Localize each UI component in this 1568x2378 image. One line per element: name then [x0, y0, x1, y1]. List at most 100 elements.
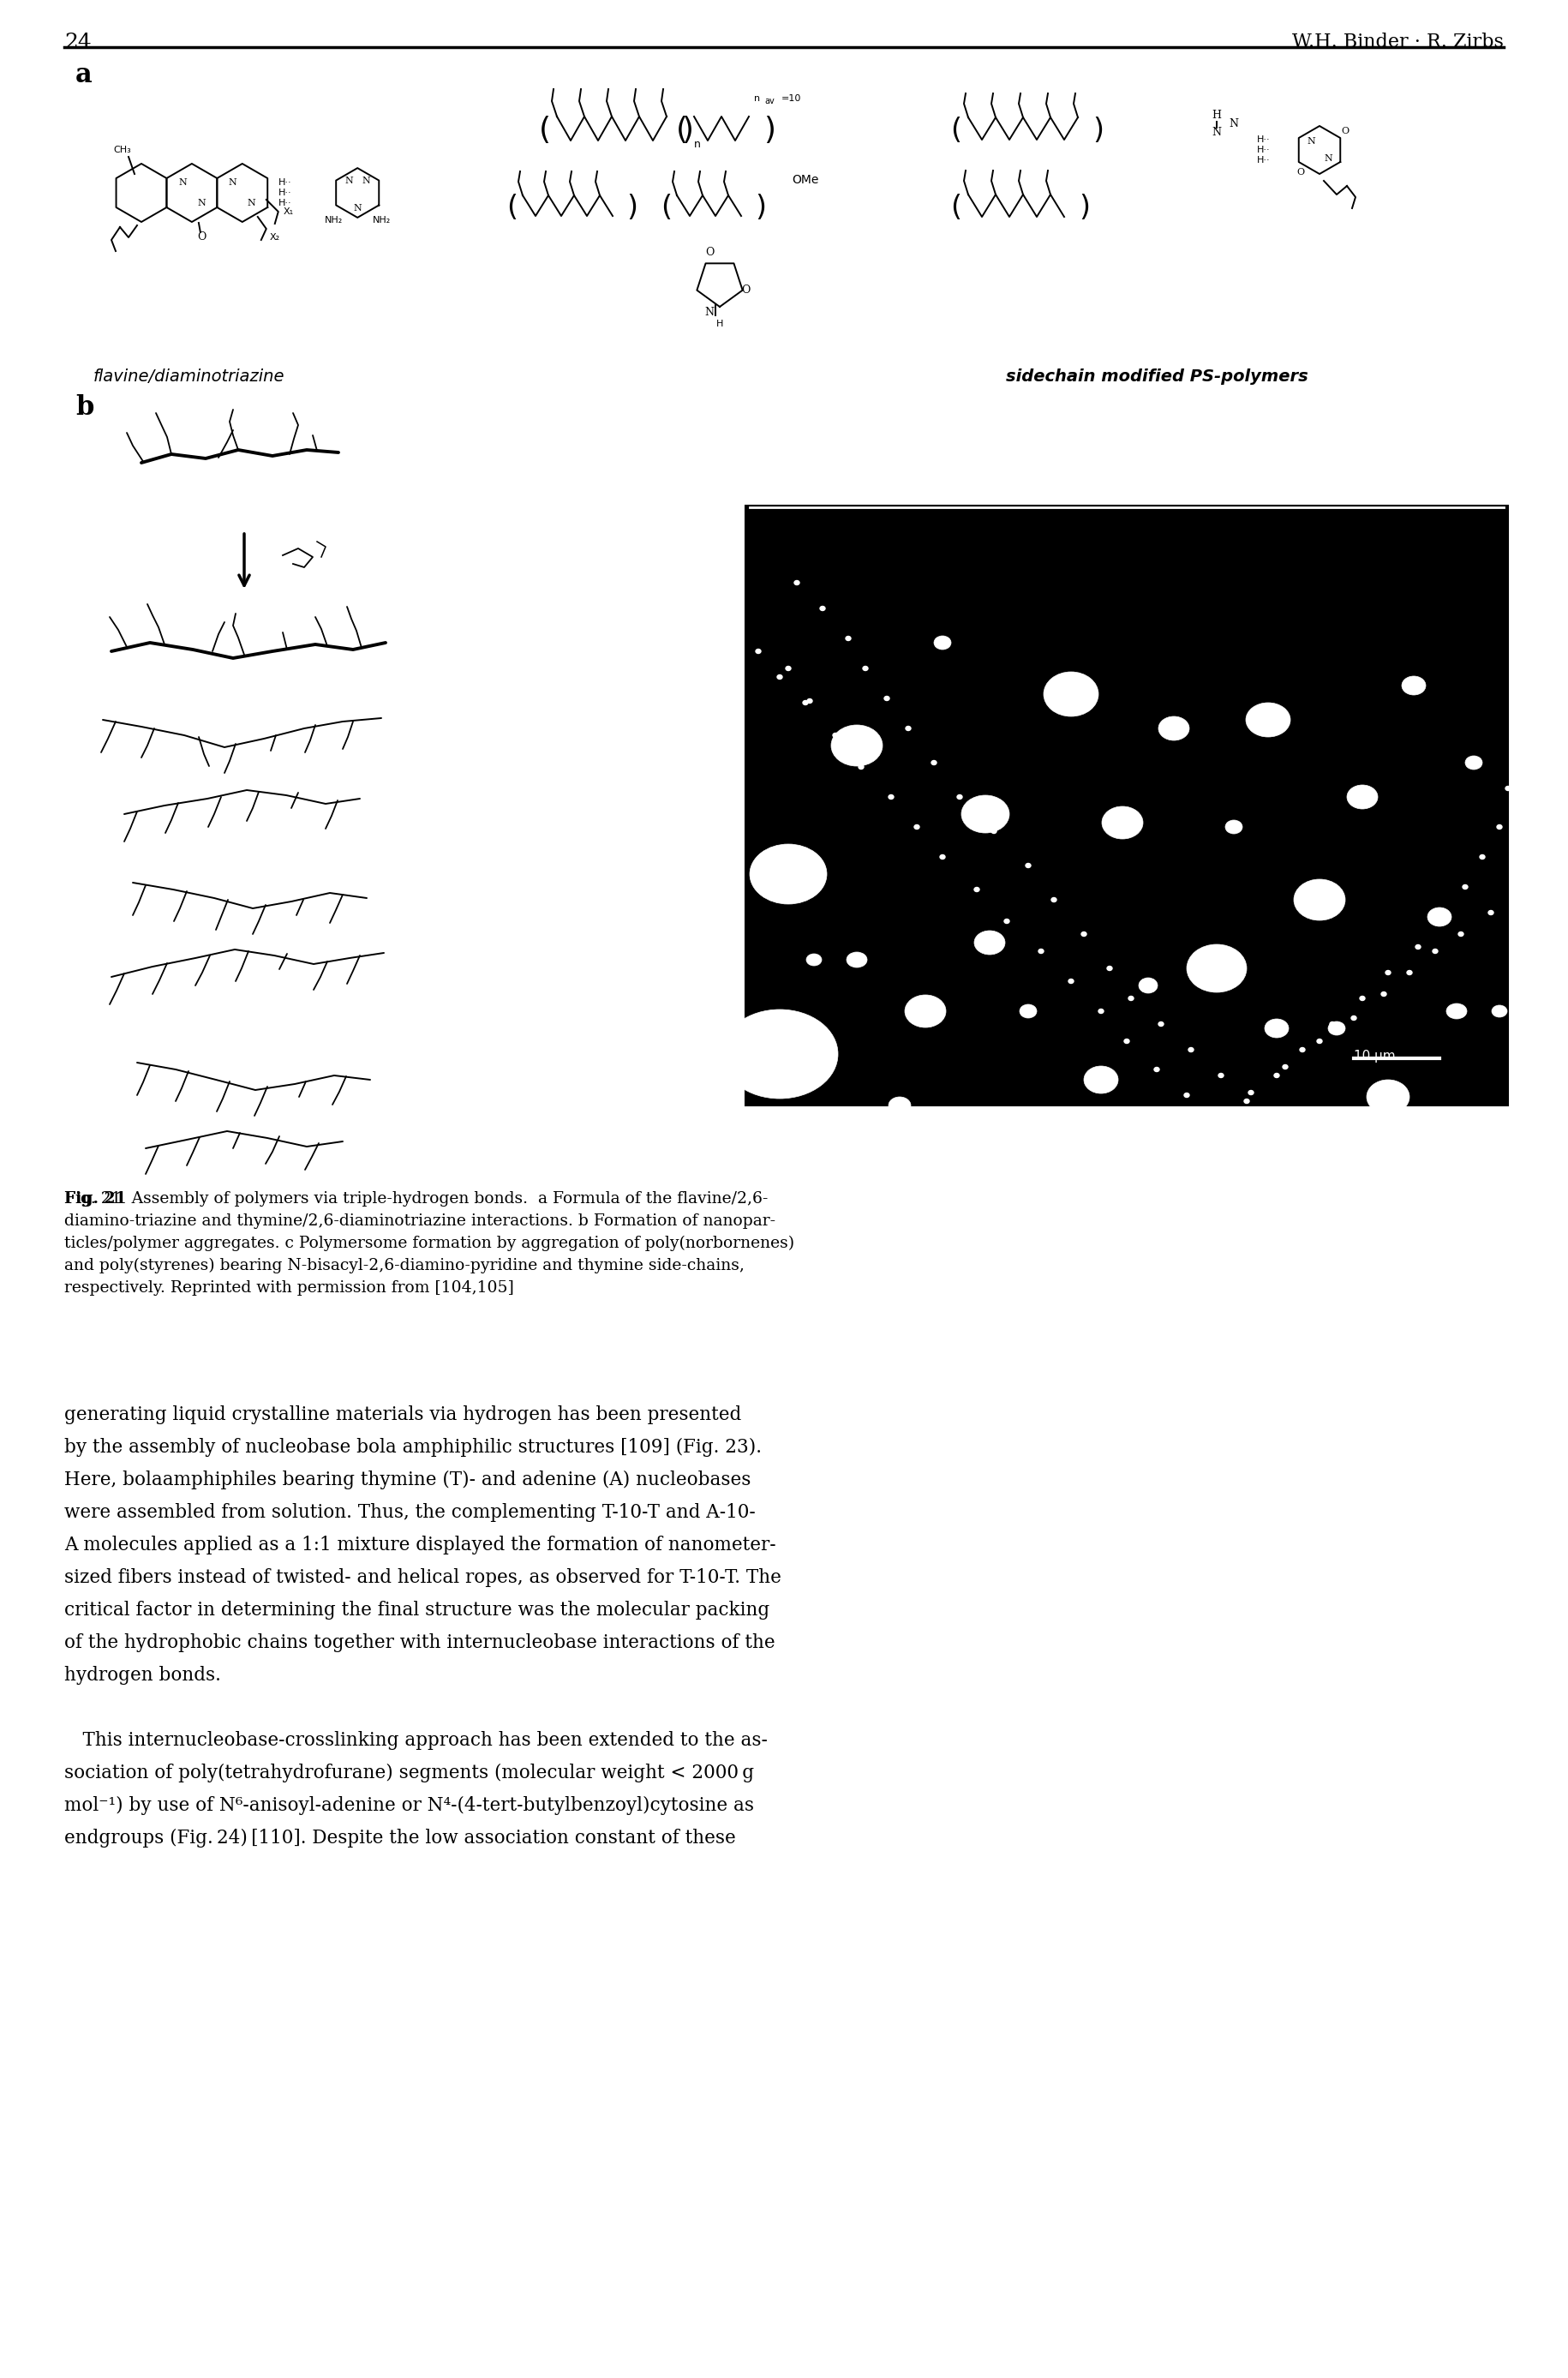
Text: H··: H·· — [278, 178, 292, 188]
Text: A molecules applied as a 1:1 mixture displayed the formation of nanometer-: A molecules applied as a 1:1 mixture dis… — [64, 1536, 776, 1555]
Ellipse shape — [803, 702, 808, 704]
Ellipse shape — [721, 1011, 837, 1099]
Ellipse shape — [1218, 1072, 1223, 1077]
Ellipse shape — [1025, 863, 1030, 868]
Ellipse shape — [1138, 977, 1157, 994]
Ellipse shape — [1402, 675, 1425, 694]
Text: O: O — [1297, 169, 1305, 176]
Ellipse shape — [1184, 1094, 1189, 1096]
Text: N: N — [704, 307, 713, 319]
Text: OMe: OMe — [792, 174, 818, 185]
Ellipse shape — [1505, 787, 1510, 789]
Ellipse shape — [845, 637, 851, 640]
Text: ): ) — [764, 117, 776, 145]
Text: N: N — [1323, 155, 1333, 162]
Ellipse shape — [931, 761, 936, 766]
Text: N: N — [362, 176, 370, 185]
Text: n: n — [754, 95, 760, 102]
Text: This internucleobase-crosslinking approach has been extended to the as-: This internucleobase-crosslinking approa… — [64, 1731, 768, 1750]
Ellipse shape — [862, 666, 869, 671]
Text: endgroups (Fig. 24) [110]. Despite the low association constant of these: endgroups (Fig. 24) [110]. Despite the l… — [64, 1829, 735, 1848]
Ellipse shape — [1265, 1018, 1289, 1037]
Text: hydrogen bonds.: hydrogen bonds. — [64, 1667, 221, 1684]
Ellipse shape — [956, 794, 963, 799]
Text: a: a — [75, 62, 93, 88]
Ellipse shape — [1367, 1080, 1410, 1113]
Ellipse shape — [847, 951, 867, 968]
Text: n: n — [695, 138, 701, 150]
Ellipse shape — [1347, 785, 1378, 809]
Text: H: H — [717, 319, 723, 328]
Text: sociation of poly(tetrahydrofurane) segments (molecular weight < 2000 g: sociation of poly(tetrahydrofurane) segm… — [64, 1764, 754, 1784]
Text: CH₃: CH₃ — [113, 145, 132, 155]
Text: 10 μm: 10 μm — [1353, 1049, 1396, 1063]
Ellipse shape — [905, 994, 946, 1027]
Ellipse shape — [1330, 1023, 1334, 1027]
Text: NH₂: NH₂ — [325, 216, 342, 224]
Text: ): ) — [1093, 117, 1104, 145]
Ellipse shape — [1300, 1049, 1305, 1051]
Text: (: ( — [662, 193, 673, 221]
Ellipse shape — [1416, 944, 1421, 949]
Ellipse shape — [1099, 1008, 1104, 1013]
Text: W.H. Binder · R. Zirbs: W.H. Binder · R. Zirbs — [1292, 33, 1504, 52]
Bar — [745, 507, 1508, 1106]
Ellipse shape — [820, 606, 825, 611]
Ellipse shape — [1446, 916, 1450, 918]
Text: NH₂: NH₂ — [372, 216, 390, 224]
Text: av: av — [764, 97, 775, 105]
Text: c: c — [757, 502, 773, 528]
Ellipse shape — [1129, 996, 1134, 1001]
Text: N: N — [179, 178, 187, 188]
Text: N: N — [1212, 128, 1221, 138]
Ellipse shape — [1243, 1099, 1250, 1103]
Ellipse shape — [1352, 1015, 1356, 1020]
Ellipse shape — [974, 930, 1005, 954]
Text: H··: H·· — [1258, 145, 1270, 155]
Ellipse shape — [1446, 1004, 1468, 1018]
Text: N: N — [345, 176, 353, 185]
Ellipse shape — [1465, 756, 1482, 770]
Text: (: ( — [539, 117, 550, 145]
Text: O: O — [706, 247, 713, 257]
Ellipse shape — [1038, 949, 1044, 954]
Ellipse shape — [1491, 1006, 1507, 1018]
Text: (: ( — [676, 117, 688, 145]
Text: ): ) — [681, 117, 693, 145]
Ellipse shape — [1004, 918, 1010, 923]
Text: Fig. 21: Fig. 21 — [64, 1191, 127, 1206]
Text: N: N — [229, 178, 237, 188]
Text: O: O — [1341, 126, 1348, 136]
Ellipse shape — [1107, 965, 1112, 970]
Text: ): ) — [627, 193, 638, 221]
Ellipse shape — [1082, 932, 1087, 937]
Text: 2 μm: 2 μm — [762, 1049, 797, 1063]
Ellipse shape — [756, 649, 760, 654]
Text: H··: H·· — [278, 200, 292, 207]
Ellipse shape — [1294, 880, 1345, 920]
Ellipse shape — [831, 725, 883, 766]
Text: H: H — [1212, 109, 1221, 121]
Text: =10: =10 — [781, 95, 801, 102]
Ellipse shape — [859, 766, 864, 768]
Ellipse shape — [1381, 992, 1386, 996]
Text: X₂: X₂ — [270, 233, 281, 243]
Ellipse shape — [806, 954, 822, 965]
Text: generating liquid crystalline materials via hydrogen has been presented: generating liquid crystalline materials … — [64, 1405, 742, 1424]
Text: N: N — [353, 205, 362, 212]
Text: Here, bolaamphiphiles bearing thymine (T)- and adenine (A) nucleobases: Here, bolaamphiphiles bearing thymine (T… — [64, 1470, 751, 1489]
Ellipse shape — [1359, 996, 1364, 1001]
Ellipse shape — [1124, 1039, 1129, 1044]
Text: b: b — [75, 395, 94, 421]
Ellipse shape — [889, 794, 894, 799]
Text: X₁: X₁ — [284, 207, 293, 216]
Ellipse shape — [1159, 716, 1189, 740]
Ellipse shape — [1044, 673, 1099, 716]
Ellipse shape — [884, 697, 889, 702]
Ellipse shape — [1189, 1049, 1193, 1051]
Text: critical factor in determining the final structure was the molecular packing: critical factor in determining the final… — [64, 1600, 770, 1619]
Text: by the assembly of nucleobase bola amphiphilic structures [109] (Fig. 23).: by the assembly of nucleobase bola amphi… — [64, 1439, 762, 1458]
Text: (: ( — [950, 117, 961, 145]
Text: ): ) — [756, 193, 767, 221]
Ellipse shape — [1463, 885, 1468, 889]
